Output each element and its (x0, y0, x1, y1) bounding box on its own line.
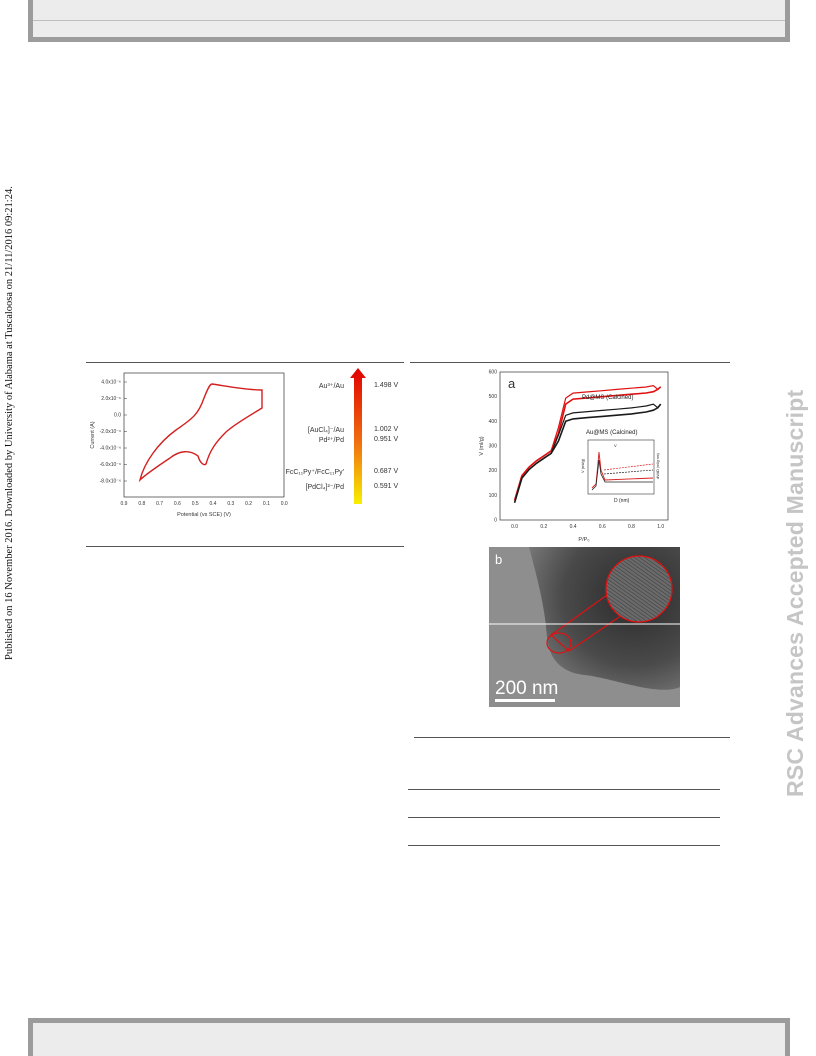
isotherm-y-tick-label: 100 (489, 493, 498, 499)
isotherm-y-tick-label: 200 (489, 468, 498, 474)
potential-value-label: 1.498 V (374, 382, 399, 389)
cv-y-tick-label: 2.0x10⁻⁶ (101, 396, 121, 402)
cv-plot-frame (123, 372, 285, 498)
isotherm-x-tick-label: 0.2 (540, 524, 547, 530)
table-top-rule (414, 737, 730, 738)
scale-bar (495, 699, 555, 702)
isotherm-y-tick-label: 400 (489, 419, 498, 425)
series-desorption-pd (514, 385, 662, 501)
potential-couple-label: [AuCl₄]⁻/Au (307, 427, 344, 434)
isotherm-y-tick-label: 300 (489, 444, 498, 450)
figure-top-rule-left (86, 362, 404, 363)
isotherm-x-tick-label: 0.4 (570, 524, 577, 530)
inset-y-label: V (ml/g) (580, 458, 585, 473)
accepted-manuscript-watermark: RSC Advances Accepted Manuscript (782, 389, 808, 797)
cv-y-tick-label: 0.0 (114, 413, 121, 419)
inset-y2-label: dV/dD (ml/g·nm) (656, 453, 660, 479)
figure-top-rule-right (410, 362, 730, 363)
panel-label-b: b (495, 552, 502, 567)
inset-x-label: D (nm) (614, 498, 630, 504)
cv-y-tick-label: -2.0x10⁻⁶ (100, 429, 121, 435)
potential-value-label: 0.951 V (374, 436, 399, 443)
series-desorption-au (514, 403, 662, 503)
cv-x-tick-label: 0.6 (174, 501, 181, 507)
potential-value-label: 0.591 V (374, 483, 399, 490)
series-label-pd: Pd@MS (Calcined) (582, 395, 633, 401)
potential-couple-label: Pd²⁺/Pd (318, 437, 344, 444)
cv-x-tick-label: 0.1 (263, 501, 270, 507)
cv-x-tick-label: 0.0 (281, 501, 288, 507)
cv-x-tick-label: 0.7 (156, 501, 163, 507)
table-rule-1 (408, 789, 720, 790)
cv-x-tick-label: 0.5 (192, 501, 199, 507)
potential-value-label: 1.002 V (374, 426, 399, 433)
isotherm-svg: a V (ml/g) P/P₀ 0 100 200 300 400 500 600 0.0 0.… (479, 370, 669, 543)
inset-legend: V (614, 443, 617, 448)
page-header-bar (28, 0, 790, 42)
isotherm-x-label: P/P₀ (578, 537, 589, 543)
series-label-au: Au@MS (Calcined) (586, 430, 637, 436)
page-footer-bar (28, 1018, 790, 1056)
potential-couple-label: FcC₁₁Py⁺/FcC₁₁Py' (285, 469, 344, 476)
publication-note: Published on 16 November 2016. Downloade… (4, 186, 15, 660)
cv-x-tick-label: 0.2 (245, 501, 252, 507)
cv-y-axis-label: Current (A) (90, 421, 96, 448)
figure-bottom-rule-left (86, 546, 404, 547)
cv-x-tick-label: 0.8 (138, 501, 145, 507)
potential-value-label: 0.687 V (374, 468, 399, 475)
isotherm-y-label: V (ml/g) (479, 436, 485, 455)
header-rule (33, 20, 785, 21)
isotherm-y-tick-label: 500 (489, 394, 498, 400)
isotherm-chart: a V (ml/g) P/P₀ 0 100 200 300 400 500 600 0.0 0.… (478, 366, 678, 548)
cv-x-tick-label: 0.9 (121, 501, 128, 507)
cv-x-tick-label: 0.3 (227, 501, 234, 507)
isotherm-y-tick-label: 600 (489, 370, 498, 376)
isotherm-y-tick-label: 0 (494, 518, 497, 524)
cv-curve (138, 383, 263, 483)
cv-figure: 4.0x10⁻⁶ 2.0x10⁻⁶ 0.0 -2.0x10⁻⁶ -4.0x10⁻⁶ -6.… (86, 368, 406, 540)
cv-y-tick-label: -6.0x10⁻⁶ (100, 462, 121, 468)
isotherm-x-tick-label: 0.6 (599, 524, 606, 530)
cv-x-axis-label: Potential (vs SCE) (V) (177, 512, 231, 518)
potential-couple-label: Au³⁺/Au (318, 383, 344, 390)
scale-bar-label: 200 nm (495, 678, 558, 699)
potential-scale-arrow (350, 368, 366, 504)
tem-image: b 200 nm (489, 547, 680, 707)
isotherm-frame (499, 371, 669, 521)
cv-y-tick-label: -4.0x10⁻⁶ (100, 446, 121, 452)
cv-y-tick-label: 4.0x10⁻⁶ (101, 380, 121, 386)
isotherm-x-tick-label: 1.0 (657, 524, 664, 530)
isotherm-x-tick-label: 0.0 (511, 524, 518, 530)
isotherm-x-tick-label: 0.8 (628, 524, 635, 530)
table-rule-2 (408, 817, 720, 818)
panel-label-a: a (508, 376, 516, 391)
tem-svg: b 200 nm (489, 547, 680, 707)
table-rule-3 (408, 845, 720, 846)
cv-x-tick-label: 0.4 (210, 501, 217, 507)
cv-plot: 4.0x10⁻⁶ 2.0x10⁻⁶ 0.0 -2.0x10⁻⁶ -4.0x10⁻⁶ -6.… (90, 372, 288, 518)
tem-zoom-inset (605, 555, 673, 623)
potential-couple-label: [PdCl₄]²⁻/Pd (305, 484, 344, 491)
cv-y-tick-label: -8.0x10⁻⁶ (100, 479, 121, 485)
pore-size-inset: V D (nm) V (ml/g) dV/dD (ml/g·nm) (580, 439, 660, 504)
